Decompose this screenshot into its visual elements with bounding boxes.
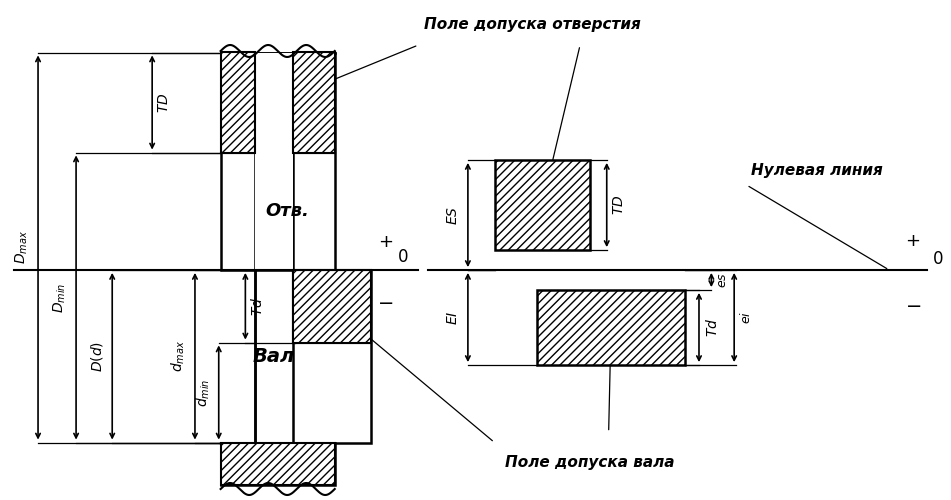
- Bar: [495, 160, 590, 250]
- Text: $+$: $+$: [378, 233, 393, 251]
- Text: $-$: $-$: [377, 292, 394, 312]
- Text: $D_{min}$: $D_{min}$: [52, 282, 68, 312]
- Bar: [221, 442, 335, 485]
- Text: $TD$: $TD$: [612, 195, 627, 215]
- Text: $Td$: $Td$: [705, 318, 720, 337]
- Text: $d_{max}$: $d_{max}$: [170, 340, 187, 372]
- Text: Поле допуска отверстия: Поле допуска отверстия: [424, 18, 641, 32]
- Text: $0$: $0$: [932, 250, 943, 268]
- Text: $+$: $+$: [905, 232, 921, 250]
- Bar: [221, 52, 335, 270]
- Bar: [293, 52, 335, 152]
- Text: $es$: $es$: [716, 272, 729, 288]
- Text: $D_{max}$: $D_{max}$: [14, 230, 30, 264]
- Text: $ES$: $ES$: [446, 206, 460, 225]
- Text: $D(d)$: $D(d)$: [88, 340, 105, 372]
- Text: $-$: $-$: [904, 295, 922, 314]
- Text: $0$: $0$: [398, 248, 409, 266]
- Text: $Td$: $Td$: [250, 296, 265, 316]
- Bar: [221, 442, 335, 485]
- Bar: [293, 270, 371, 342]
- Text: $TD$: $TD$: [157, 92, 171, 112]
- Bar: [255, 270, 371, 442]
- Text: $d_{min}$: $d_{min}$: [195, 378, 212, 406]
- Text: $EI$: $EI$: [446, 310, 460, 324]
- Bar: [221, 52, 255, 152]
- Text: Нулевая линия: Нулевая линия: [751, 162, 883, 178]
- Text: Поле допуска вала: Поле допуска вала: [505, 455, 674, 470]
- Bar: [255, 52, 293, 270]
- Text: Вал: Вал: [253, 347, 295, 366]
- Bar: [537, 290, 685, 365]
- Text: $ei$: $ei$: [739, 311, 753, 324]
- Text: Отв.: Отв.: [265, 202, 309, 220]
